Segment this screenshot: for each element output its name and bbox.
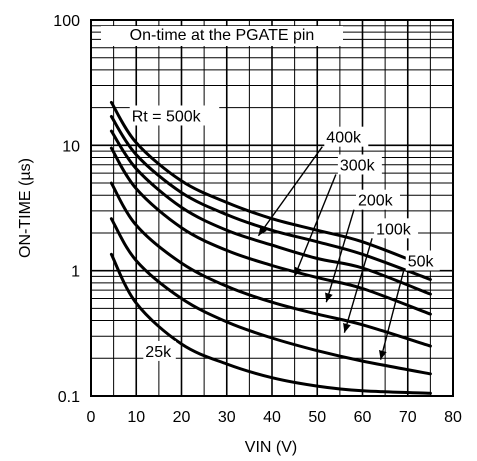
y-axis-label: ON-TIME (µs): [17, 158, 34, 258]
inline-label-0: Rt = 500k: [132, 108, 202, 125]
x-tick-label: 40: [263, 409, 281, 426]
x-tick-label: 50: [308, 409, 326, 426]
callout-arrow-1: [293, 174, 337, 277]
series-label-bg: [324, 126, 369, 147]
callout-arrow-4: [378, 270, 405, 360]
series-line-6: [109, 252, 432, 395]
series-label-2: 200k: [358, 193, 394, 210]
series-label-0: 400k: [326, 130, 362, 147]
x-tick-labels: 0 10 20 30 40 50 60 70 80: [87, 409, 462, 426]
y-tick-label: 0.1: [58, 389, 80, 406]
series-label-bg: [405, 250, 440, 271]
y-tick-label: 10: [62, 138, 80, 155]
series-labels: 400k 300k 200k 100k 50k Rt = 500k 25k: [129, 105, 440, 361]
x-tick-label: 70: [399, 409, 417, 426]
series-line-5: [109, 217, 432, 376]
annotation-box-text: On-time at the PGATE pin: [130, 27, 315, 44]
series-label-4: 50k: [408, 253, 435, 270]
series-label-bg: [337, 154, 382, 175]
y-tick-labels: 0.1 1 10 100: [53, 13, 80, 406]
x-tick-label: 10: [127, 409, 145, 426]
callout-arrow-0: [257, 146, 323, 237]
series-label-1: 300k: [340, 157, 376, 174]
series-line-3: [109, 146, 432, 316]
x-tick-label: 20: [173, 409, 191, 426]
inline-label-bg: [129, 105, 220, 126]
callout-arrow-3: [343, 238, 373, 333]
y-tick-label: 1: [71, 264, 80, 281]
series-curves: [109, 100, 432, 395]
series-label-bg: [374, 218, 419, 239]
series-line-2: [109, 129, 432, 296]
x-axis-label: VIN (V): [245, 439, 297, 456]
callout-arrows: [257, 146, 405, 360]
x-tick-label: 0: [87, 409, 96, 426]
series-label-3: 100k: [376, 221, 412, 238]
inline-label-bg: [143, 340, 176, 361]
x-tick-label: 30: [218, 409, 236, 426]
inline-label-1: 25k: [145, 344, 172, 361]
series-line-4: [109, 181, 432, 348]
x-tick-label: 80: [444, 409, 462, 426]
series-label-bg: [355, 189, 400, 210]
series-line-1: [109, 115, 432, 281]
y-tick-label: 100: [53, 13, 80, 30]
x-tick-label: 60: [354, 409, 372, 426]
plot-frame: [90, 19, 454, 397]
series-line-0: [109, 100, 432, 270]
annotation-box-bg: [101, 26, 343, 46]
callout-arrow-2: [325, 209, 355, 303]
